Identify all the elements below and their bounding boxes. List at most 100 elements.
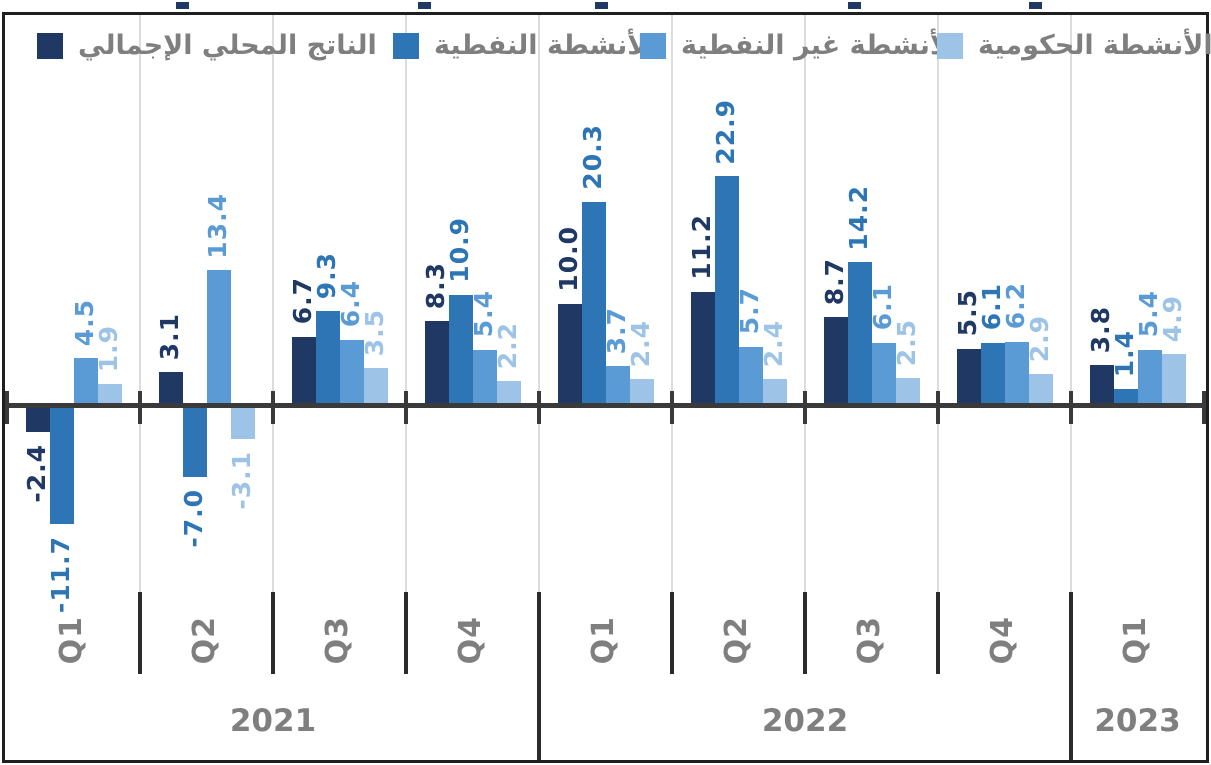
bar	[496, 381, 521, 403]
bar-value-label: 4.5	[69, 299, 99, 347]
x-axis-tick	[138, 391, 142, 424]
bar-value-label: 5.4	[1133, 290, 1163, 338]
bar-value-label: -2.4	[21, 443, 51, 503]
cropped-title-fragment	[176, 2, 189, 9]
legend-label: الناتج المحلي الإجمالي	[78, 30, 377, 61]
bar-value-label: 6.2	[1000, 282, 1030, 330]
cropped-title-fragment	[595, 2, 608, 9]
x-tick-label-quarter: Q1	[53, 616, 89, 665]
bar-value-label: 3.7	[601, 307, 631, 355]
bar	[738, 346, 763, 403]
bar-value-label: 10.0	[553, 226, 583, 292]
bar	[1089, 365, 1114, 403]
x-axis-tick	[803, 391, 807, 424]
column-separator	[937, 15, 939, 592]
bar	[1113, 389, 1138, 403]
bar-value-label: 3.5	[359, 309, 389, 357]
x-axis-tick	[271, 391, 275, 424]
year-separator-line	[1069, 592, 1073, 760]
bar-value-label: 1.4	[1109, 329, 1139, 378]
column-separator	[671, 15, 673, 592]
bar	[448, 295, 473, 403]
bar-value-label: -7.0	[178, 489, 208, 548]
quarter-tick	[404, 592, 408, 674]
x-axis-tick	[670, 391, 674, 424]
legend-label: الأنشطة غير النفطية	[681, 30, 960, 61]
quarter-tick	[670, 592, 674, 674]
bar-value-label: 6.1	[867, 283, 897, 331]
bar	[1137, 349, 1162, 403]
quarter-tick	[271, 592, 275, 674]
legend-item: الأنشطة النفطية	[393, 31, 657, 61]
bar	[895, 378, 920, 403]
bar	[762, 379, 787, 403]
chart-border-bottom	[2, 760, 1209, 763]
bar-value-label: 8.7	[819, 257, 849, 305]
chart-border-top	[2, 12, 1209, 15]
legend-swatch	[37, 32, 63, 59]
bar	[714, 176, 739, 403]
bar-value-label: 5.4	[468, 290, 498, 338]
column-separator	[139, 15, 141, 592]
x-tick-label-quarter: Q2	[186, 616, 222, 665]
bar	[339, 339, 364, 403]
x-axis-tick	[404, 391, 408, 424]
cropped-title-fragment	[418, 2, 431, 9]
chart-border-right	[1206, 12, 1209, 763]
bar-value-label: 3.8	[1085, 306, 1115, 354]
x-tick-label-year: 2021	[229, 703, 317, 739]
column-separator	[405, 15, 407, 592]
bar	[1161, 354, 1186, 403]
column-separator	[804, 15, 806, 592]
bar	[363, 368, 388, 403]
cropped-title-fragment	[1029, 2, 1042, 9]
bar-value-label: 6.4	[335, 280, 365, 328]
bar-value-label: 2.9	[1024, 315, 1054, 363]
quarter-tick	[138, 592, 142, 674]
bar	[25, 408, 50, 432]
legend-swatch	[937, 32, 963, 59]
x-tick-label-quarter: Q4	[984, 616, 1020, 665]
bar-value-label: 9.3	[311, 251, 341, 299]
bar	[472, 349, 497, 403]
bar	[1004, 341, 1029, 403]
bar-value-label: 1.9	[93, 324, 123, 373]
x-axis-tick	[936, 391, 940, 424]
bar	[97, 384, 122, 403]
bar-value-label: 4.9	[1157, 295, 1187, 343]
legend-label: الأنشطة النفطية	[434, 30, 657, 61]
legend-item: الأنشطة غير النفطية	[640, 31, 959, 61]
bar	[581, 202, 606, 403]
bar	[1028, 374, 1053, 403]
bar	[49, 408, 74, 524]
column-separator	[272, 15, 274, 592]
bar-value-label: 5.5	[952, 289, 982, 337]
x-axis-tick	[1069, 391, 1073, 424]
legend-item: الأنشطة الحكومية	[937, 31, 1211, 61]
x-tick-label-quarter: Q1	[1117, 616, 1153, 665]
x-axis-line	[5, 403, 1204, 408]
bar	[158, 372, 183, 403]
bar-value-label: 6.7	[287, 277, 317, 325]
bar	[291, 336, 316, 403]
bar-value-label: 2.4	[625, 319, 655, 368]
legend-label: الأنشطة الحكومية	[978, 30, 1211, 61]
x-axis-tick	[537, 391, 541, 424]
x-axis-tick	[5, 391, 9, 424]
x-tick-label-quarter: Q1	[585, 616, 621, 665]
bar-value-label: 5.7	[734, 287, 764, 335]
bar	[182, 408, 207, 478]
bar	[230, 408, 255, 439]
bar-value-label: 20.3	[577, 124, 607, 191]
bar-value-label: -11.7	[45, 535, 75, 613]
bar-value-label: 6.1	[976, 283, 1006, 331]
x-tick-label-year: 2023	[1094, 703, 1181, 739]
bar-value-label: 3.1	[154, 313, 184, 361]
legend-swatch	[393, 32, 419, 59]
bar	[690, 292, 715, 403]
x-tick-label-quarter: Q4	[452, 616, 488, 665]
bar-value-label: 11.2	[686, 214, 716, 281]
legend-item: الناتج المحلي الإجمالي	[37, 31, 377, 61]
bar	[871, 342, 896, 403]
column-separator	[538, 15, 540, 592]
